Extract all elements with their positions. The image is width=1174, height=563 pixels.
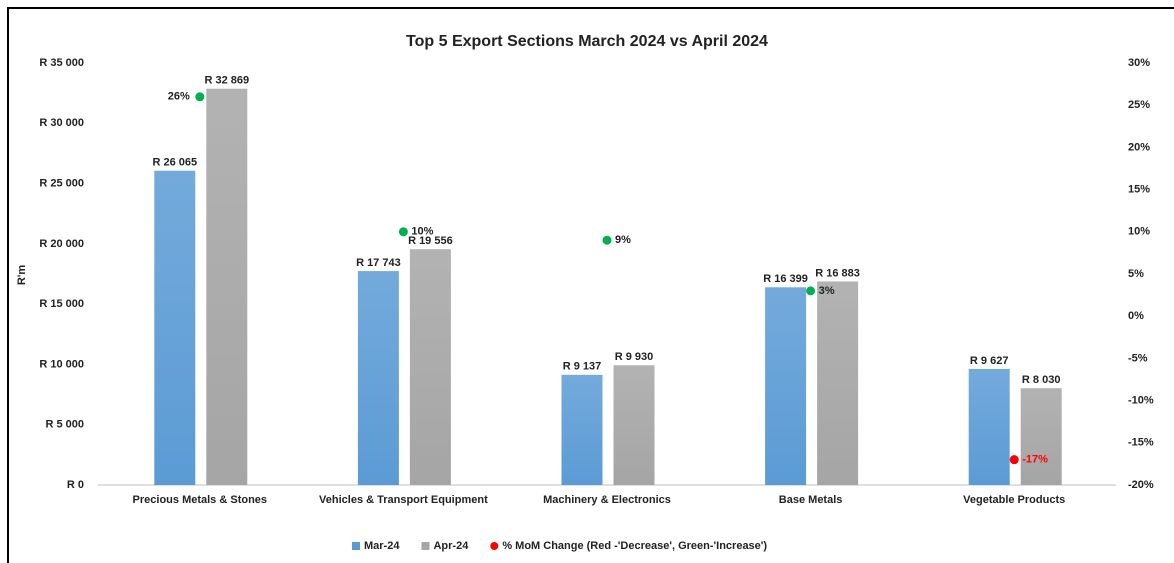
bar — [765, 287, 807, 485]
y2-tick-label: 5% — [1128, 268, 1144, 280]
y2-tick-label: 15% — [1128, 184, 1150, 196]
data-label: R 8 030 — [1022, 374, 1061, 386]
y-tick-label: R 5 000 — [45, 419, 84, 431]
y2-tick-label: -10% — [1128, 395, 1154, 407]
data-label: R 32 869 — [204, 75, 249, 87]
data-label: R 9 627 — [970, 355, 1009, 367]
data-label: R 9 930 — [615, 351, 654, 363]
y-tick-label: R 20 000 — [39, 238, 84, 250]
data-label: R 17 743 — [356, 257, 401, 269]
data-label: R 26 065 — [152, 157, 197, 169]
point-label: 10% — [411, 226, 433, 238]
y-axis-label: R'm — [16, 265, 28, 286]
y2-tick-label: 25% — [1128, 99, 1150, 111]
y2-tick-label: -5% — [1128, 352, 1148, 364]
legend-label: Apr-24 — [433, 540, 469, 552]
y-tick-label: R 25 000 — [39, 177, 84, 189]
point — [1009, 455, 1019, 465]
y2-tick-label: 10% — [1128, 226, 1150, 238]
point — [602, 235, 612, 245]
point — [195, 92, 205, 102]
bar — [409, 249, 451, 485]
bar — [154, 170, 196, 485]
point-label: 26% — [168, 91, 190, 103]
point-label: 9% — [615, 234, 631, 246]
chart-title: Top 5 Export Sections March 2024 vs Apri… — [406, 33, 768, 50]
legend-marker — [490, 542, 499, 550]
y2-tick-label: 0% — [1128, 310, 1144, 322]
x-tick-label: Vehicles & Transport Equipment — [319, 494, 488, 506]
bar — [206, 88, 248, 485]
legend-marker — [421, 542, 430, 550]
x-tick-label: Precious Metals & Stones — [133, 494, 268, 506]
y2-tick-label: -20% — [1128, 479, 1154, 491]
x-tick-label: Base Metals — [779, 494, 843, 506]
chart-border — [7, 7, 1174, 563]
data-label: R 19 556 — [408, 235, 453, 247]
data-label: R 9 137 — [563, 361, 602, 373]
bar — [968, 368, 1010, 485]
y-tick-label: R 35 000 — [39, 57, 84, 69]
legend-label: Mar-24 — [364, 540, 400, 552]
data-label: R 16 399 — [763, 273, 808, 285]
bar — [817, 281, 859, 485]
y2-tick-label: -15% — [1128, 437, 1154, 449]
legend-label: % MoM Change (Red -'Decrease', Green-'In… — [502, 540, 767, 552]
x-tick-label: Vegetable Products — [963, 494, 1065, 506]
point — [806, 286, 816, 296]
y-tick-label: R 30 000 — [39, 117, 84, 129]
legend-marker — [352, 542, 360, 550]
x-tick-label: Machinery & Electronics — [543, 494, 671, 506]
point — [398, 227, 408, 237]
bar — [357, 271, 399, 485]
point-label: -17% — [1022, 454, 1048, 466]
bar — [1020, 388, 1062, 485]
y-tick-label: R 10 000 — [39, 358, 84, 370]
y-tick-label: R 0 — [67, 479, 84, 491]
data-label: R 16 883 — [815, 267, 860, 279]
y2-tick-label: 20% — [1128, 141, 1150, 153]
bar — [561, 374, 603, 485]
y-tick-label: R 15 000 — [39, 298, 84, 310]
bar — [613, 365, 655, 485]
point-label: 3% — [819, 285, 835, 297]
y2-tick-label: 30% — [1128, 57, 1150, 69]
